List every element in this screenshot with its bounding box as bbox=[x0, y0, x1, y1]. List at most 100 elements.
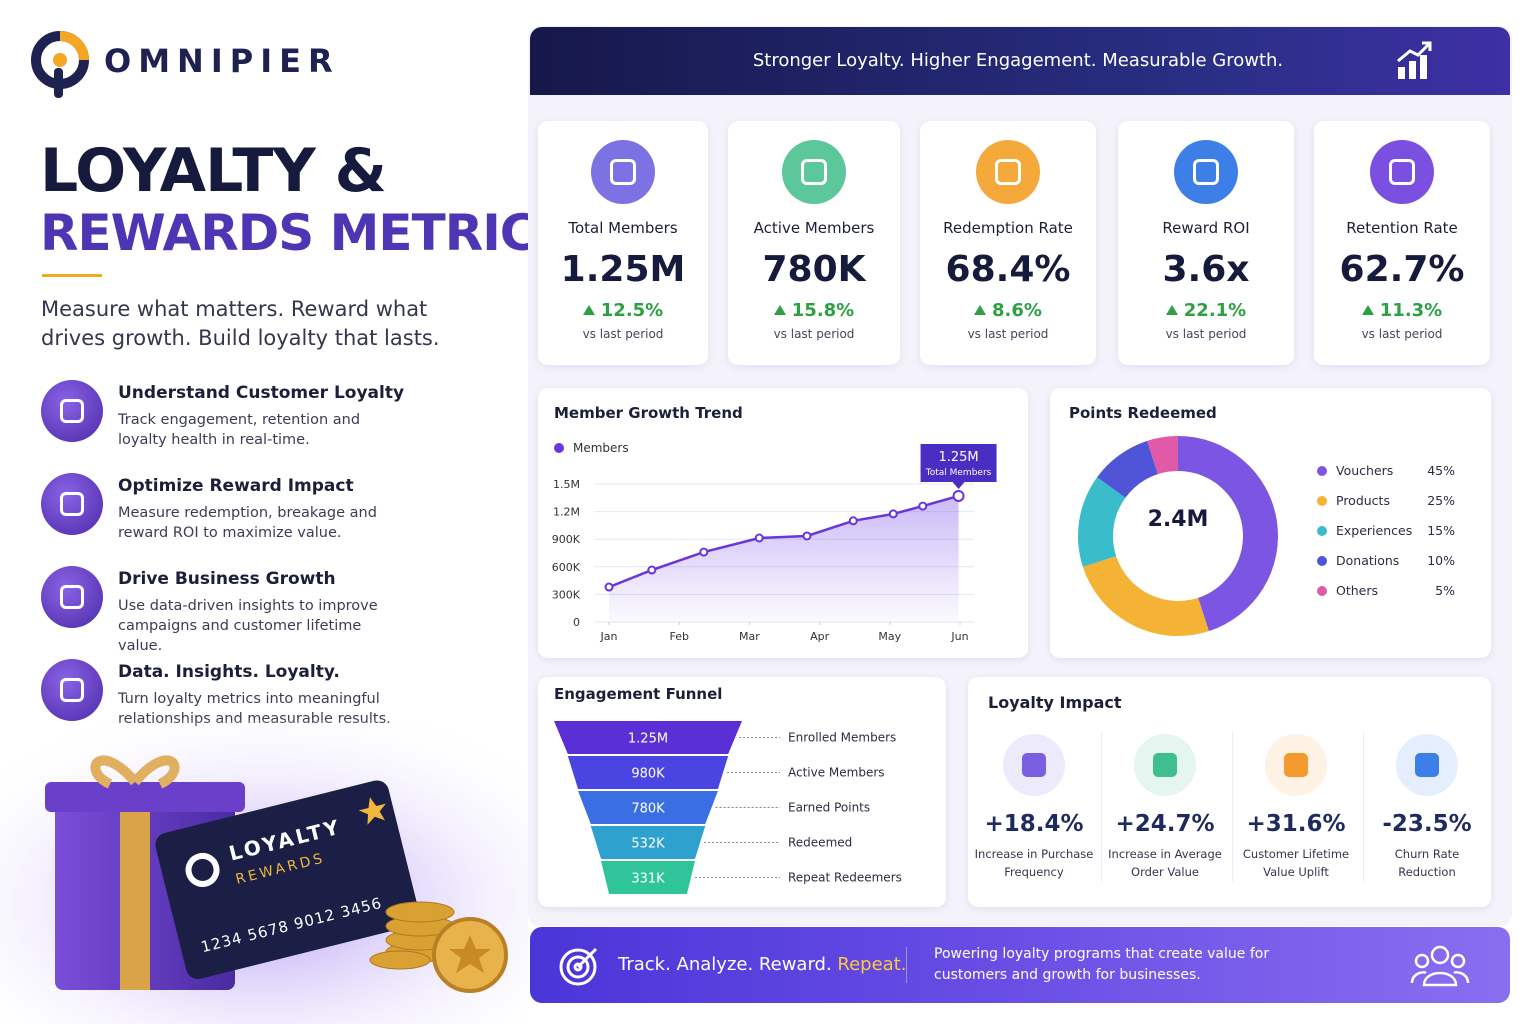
legend-label: Vouchers bbox=[1336, 463, 1393, 478]
stage-value: 532K bbox=[631, 837, 665, 852]
center-value: 2.4M bbox=[1148, 507, 1209, 532]
chart-title: Member Growth Trend bbox=[554, 404, 743, 422]
impact-icon-glyph bbox=[1284, 753, 1308, 777]
y-tick-label: 1.5M bbox=[553, 478, 580, 491]
kpi-icon bbox=[1174, 140, 1238, 204]
brand: OMNIPIER bbox=[104, 42, 340, 80]
center-label-box: Total Points Redeemed bbox=[1133, 534, 1223, 574]
kpi-label: Active Members bbox=[753, 219, 875, 237]
stage-label: Active Members bbox=[788, 766, 885, 780]
impact-label: Churn Rate Reduction bbox=[1394, 847, 1460, 879]
footer: Track. Analyze. Reward. Repeat. Powering… bbox=[530, 927, 1510, 1003]
kpi-change: 22.1% bbox=[1118, 300, 1294, 321]
stage-label: Redeemed bbox=[788, 836, 852, 850]
kpi-note: vs last period bbox=[773, 327, 855, 341]
value-label: 10% bbox=[1427, 553, 1455, 568]
kpi-card: Redemption Rate 68.4% 8.6% vs last period bbox=[920, 121, 1096, 365]
footer-highlight: Repeat. bbox=[837, 954, 907, 975]
kpi-value: 3.6x bbox=[1162, 249, 1250, 290]
feature-text: Use data-driven insights to improve camp… bbox=[118, 598, 378, 654]
feature-title: Understand Customer Loyalty bbox=[118, 383, 405, 403]
x-tick-label: Apr bbox=[810, 630, 830, 643]
title-underline bbox=[42, 274, 102, 277]
impact-label: Increase in Purchase Frequency bbox=[974, 847, 1094, 879]
y-tick-label: 300K bbox=[552, 588, 581, 601]
pie-chart: Points Redeemed Vouchers 45% Products 25% Exp… bbox=[1069, 404, 1455, 636]
funnel-stage bbox=[590, 826, 706, 859]
kpi-label: Total Members bbox=[568, 219, 678, 237]
illustration: LOYALTY REWARDS 1234 5678 9012 3456 bbox=[0, 720, 528, 1024]
pie-slice bbox=[1097, 440, 1158, 498]
impact-label: Increase in Average Order Value bbox=[1108, 847, 1222, 879]
title-line1: LOYALTY & bbox=[40, 136, 387, 206]
kpi-value: 68.4% bbox=[945, 249, 1071, 290]
kpi-card: Active Members 780K 15.8% vs last period bbox=[728, 121, 900, 365]
kpi-note: vs last period bbox=[1361, 327, 1443, 341]
impact-panel: Loyalty Impact +18.4% Increase in Purchas… bbox=[968, 677, 1491, 907]
pie-slice bbox=[1147, 436, 1178, 475]
point bbox=[888, 509, 898, 519]
kpi-icon bbox=[1370, 140, 1434, 204]
y-tick-label: 900K bbox=[552, 533, 581, 546]
legend-marker bbox=[1317, 526, 1327, 536]
funnel-panel: Engagement Funnel 1.25M Enrolled Members 98… bbox=[538, 677, 946, 907]
point bbox=[699, 547, 709, 557]
area bbox=[609, 495, 959, 622]
stage-label: Enrolled Members bbox=[788, 731, 896, 745]
kpi-note: vs last period bbox=[582, 327, 664, 341]
banner: Stronger Loyalty. Higher Engagement. Mea… bbox=[530, 27, 1510, 95]
impact-icon-glyph bbox=[1022, 753, 1046, 777]
kpi-icon bbox=[591, 140, 655, 204]
kpi-card: Total Members 1.25M 12.5% vs last period bbox=[538, 121, 708, 365]
x-tick-label: Mar bbox=[739, 630, 760, 643]
footer-divider bbox=[906, 947, 907, 983]
footer-icon bbox=[559, 947, 598, 986]
kpi-value: 780K bbox=[762, 249, 866, 290]
footer-tagline: Track. Analyze. Reward. Repeat. bbox=[618, 954, 907, 975]
feature-text: Measure redemption, breakage and reward … bbox=[118, 505, 377, 541]
feature-title: Data. Insights. Loyalty. bbox=[118, 662, 340, 682]
kpi-change: 15.8% bbox=[728, 300, 900, 321]
impact-divider bbox=[1232, 732, 1233, 882]
line-chart: Member Growth Trend 0 300K 600K 900K 1.2M 1.5M… bbox=[552, 404, 997, 643]
point bbox=[918, 501, 928, 511]
y-tick-label: 1.2M bbox=[553, 506, 580, 519]
x-tick-label: Feb bbox=[669, 630, 688, 643]
annotation-title: 1.25M bbox=[938, 450, 978, 465]
legend-label: Products bbox=[1336, 493, 1390, 508]
kpi-label: Redemption Rate bbox=[943, 219, 1073, 237]
logo-mark bbox=[31, 31, 89, 98]
x-tick-label: May bbox=[878, 630, 901, 643]
kpi-note: vs last period bbox=[967, 327, 1049, 341]
impact-label: Customer Lifetime Value Uplift bbox=[1242, 847, 1350, 879]
pie-slice bbox=[1082, 556, 1209, 636]
footer-people-icon bbox=[1410, 945, 1470, 987]
impact-value: -23.5% bbox=[1382, 811, 1472, 837]
x-tick-label: Jun bbox=[950, 630, 968, 643]
funnel-stage bbox=[578, 791, 718, 824]
impact-icon-glyph bbox=[1415, 753, 1439, 777]
impact-value: +18.4% bbox=[984, 811, 1084, 837]
banner-text: Stronger Loyalty. Higher Engagement. Mea… bbox=[752, 50, 1284, 71]
title-line2: REWARDS METRICS bbox=[40, 204, 572, 262]
growth-panel: Member Growth Trend 0 300K 600K 900K 1.2M 1.5M… bbox=[538, 388, 1028, 658]
points-panel: Points Redeemed Vouchers 45% Products 25% Exp… bbox=[1050, 388, 1491, 658]
stage-value: 980K bbox=[631, 767, 665, 782]
legend-label: Others bbox=[1336, 583, 1378, 598]
stage-value: 780K bbox=[631, 802, 665, 817]
legend-marker bbox=[1317, 586, 1327, 596]
kpi-icon bbox=[976, 140, 1040, 204]
impact-title: Loyalty Impact bbox=[988, 693, 1122, 712]
impact-divider bbox=[1363, 732, 1364, 882]
legend-marker bbox=[1317, 466, 1327, 476]
impact-value: +24.7% bbox=[1115, 811, 1215, 837]
legend-label: Experiences bbox=[1336, 523, 1412, 538]
feature-title: Drive Business Growth bbox=[118, 569, 336, 589]
footer-text: Powering loyalty programs that create va… bbox=[934, 946, 1270, 983]
feature-text: Track engagement, retention and loyalty … bbox=[118, 412, 361, 448]
kpi-card: Retention Rate 62.7% 11.3% vs last period bbox=[1314, 121, 1490, 365]
value-label: 5% bbox=[1435, 583, 1455, 598]
legend-label: Members bbox=[573, 441, 629, 455]
kpi-value: 1.25M bbox=[560, 249, 686, 290]
